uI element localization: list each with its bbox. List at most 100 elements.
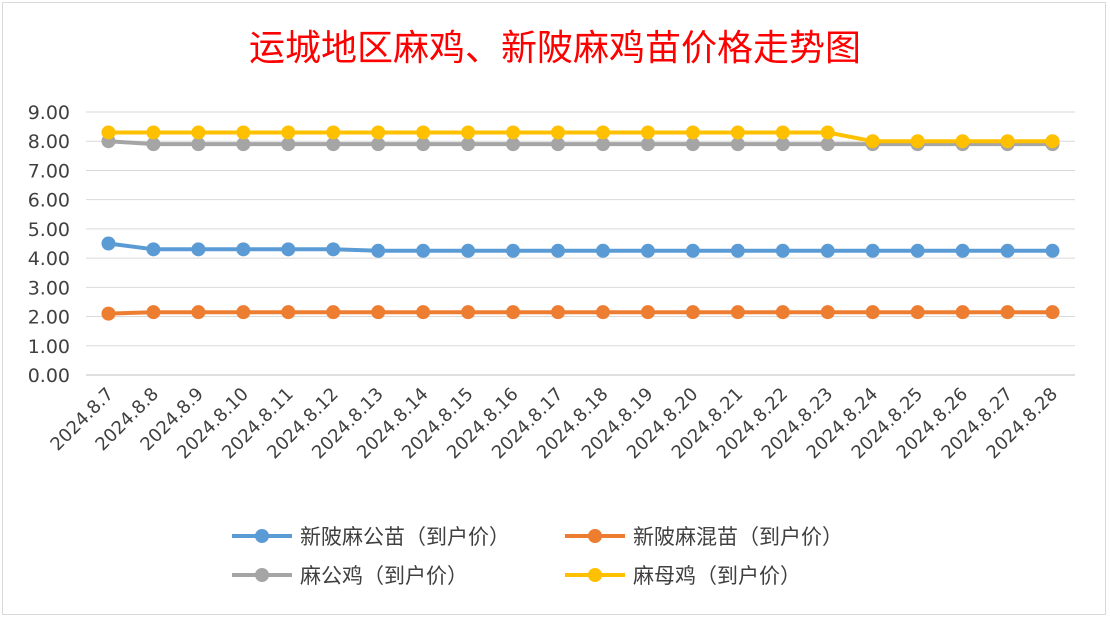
data-point xyxy=(730,137,745,152)
data-point xyxy=(551,305,566,320)
legend-label: 麻母鸡（到户价） xyxy=(633,564,801,588)
legend-marker xyxy=(588,529,602,543)
data-point xyxy=(640,243,655,258)
data-point xyxy=(1000,305,1015,320)
data-point xyxy=(371,305,386,320)
y-tick-label: 9.00 xyxy=(28,102,70,124)
legend: 新陂麻公苗（到户价） 新陂麻混苗（到户价） 麻公鸡（到户价） 麻母鸡（到户价） xyxy=(232,525,843,588)
legend-marker xyxy=(255,529,269,543)
legend-item: 新陂麻公苗（到户价） xyxy=(232,525,510,549)
x-axis-ticks: 2024.8.72024.8.82024.8.92024.8.102024.8.… xyxy=(46,384,1062,464)
data-point xyxy=(910,243,925,258)
data-point xyxy=(236,137,251,152)
data-point xyxy=(820,305,835,320)
data-point xyxy=(1045,243,1060,258)
legend-label: 新陂麻公苗（到户价） xyxy=(300,525,510,549)
data-point xyxy=(326,125,341,140)
data-point xyxy=(101,236,116,251)
series-2 xyxy=(101,305,1060,321)
data-point xyxy=(955,243,970,258)
data-point xyxy=(371,125,386,140)
data-point xyxy=(461,305,476,320)
data-point xyxy=(506,243,521,258)
data-point xyxy=(730,305,745,320)
data-point xyxy=(551,137,566,152)
series-3 xyxy=(101,134,1060,152)
data-point xyxy=(685,243,700,258)
data-point xyxy=(551,243,566,258)
data-point xyxy=(820,243,835,258)
data-point xyxy=(281,242,296,257)
y-tick-label: 0.00 xyxy=(28,365,70,387)
data-point xyxy=(281,137,296,152)
data-point xyxy=(775,125,790,140)
data-point xyxy=(551,125,566,140)
data-point xyxy=(775,305,790,320)
data-point xyxy=(236,125,251,140)
data-point xyxy=(191,305,206,320)
data-point xyxy=(416,137,431,152)
data-point xyxy=(461,137,476,152)
series-line xyxy=(108,139,1053,147)
y-tick-label: 7.00 xyxy=(28,160,70,182)
data-point xyxy=(371,243,386,258)
data-point xyxy=(371,137,386,152)
data-point xyxy=(281,305,296,320)
data-point xyxy=(910,305,925,320)
data-point xyxy=(1045,305,1060,320)
data-point xyxy=(506,305,521,320)
data-point xyxy=(685,125,700,140)
legend-marker xyxy=(255,568,269,582)
y-tick-label: 8.00 xyxy=(28,131,70,153)
series-line xyxy=(108,130,1053,144)
data-point xyxy=(461,125,476,140)
data-point xyxy=(1045,134,1060,149)
data-point xyxy=(461,243,476,258)
data-point xyxy=(595,305,610,320)
legend-item: 麻公鸡（到户价） xyxy=(232,564,468,588)
data-point xyxy=(101,125,116,140)
data-point xyxy=(1000,243,1015,258)
data-point xyxy=(191,125,206,140)
y-tick-label: 6.00 xyxy=(28,190,70,212)
chart-title: 运城地区麻鸡、新陂麻鸡苗价格走势图 xyxy=(249,28,861,69)
y-tick-label: 4.00 xyxy=(28,248,70,270)
data-point xyxy=(775,137,790,152)
data-point xyxy=(730,125,745,140)
data-point xyxy=(865,134,880,149)
data-point xyxy=(191,242,206,257)
data-point xyxy=(595,125,610,140)
data-point xyxy=(506,137,521,152)
data-point xyxy=(595,137,610,152)
legend-marker xyxy=(588,568,602,582)
data-point xyxy=(236,305,251,320)
data-point xyxy=(640,137,655,152)
data-point xyxy=(1000,134,1015,149)
series-line xyxy=(108,310,1053,316)
series-4 xyxy=(101,125,1060,149)
y-axis-ticks: 0.00 1.00 2.00 3.00 4.00 5.00 6.00 7.00 8.00 9.00 xyxy=(28,102,70,387)
gridlines xyxy=(86,111,1075,376)
data-point xyxy=(326,305,341,320)
data-point xyxy=(730,243,745,258)
data-point xyxy=(865,305,880,320)
data-point xyxy=(416,125,431,140)
legend-item: 新陂麻混苗（到户价） xyxy=(565,525,843,549)
data-point xyxy=(191,137,206,152)
legend-label: 新陂麻混苗（到户价） xyxy=(633,525,843,549)
data-point xyxy=(146,242,161,257)
data-point xyxy=(820,137,835,152)
data-point xyxy=(685,305,700,320)
legend-label: 麻公鸡（到户价） xyxy=(300,564,468,588)
data-point xyxy=(820,125,835,140)
data-point xyxy=(101,306,116,321)
y-tick-label: 3.00 xyxy=(28,277,70,299)
data-point xyxy=(685,137,700,152)
data-point xyxy=(775,243,790,258)
legend-item: 麻母鸡（到户价） xyxy=(565,564,801,588)
data-point xyxy=(910,134,925,149)
data-point xyxy=(281,125,296,140)
data-point xyxy=(146,305,161,320)
data-point xyxy=(640,305,655,320)
